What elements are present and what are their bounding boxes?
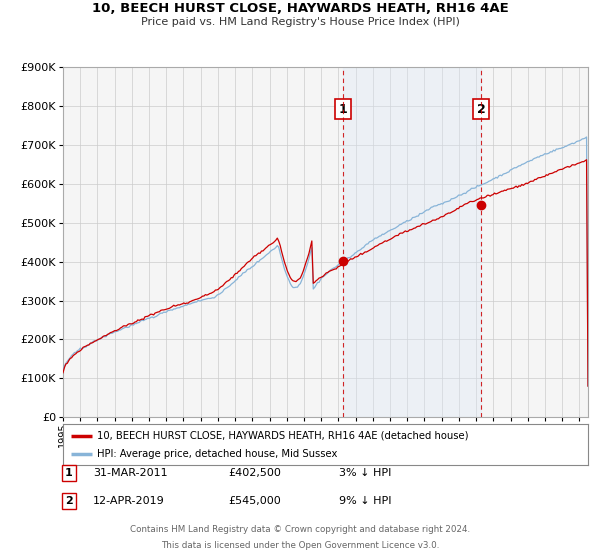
Text: 2: 2 bbox=[65, 496, 73, 506]
Text: 1: 1 bbox=[338, 102, 347, 116]
Text: 3% ↓ HPI: 3% ↓ HPI bbox=[339, 468, 391, 478]
Text: 10, BEECH HURST CLOSE, HAYWARDS HEATH, RH16 4AE: 10, BEECH HURST CLOSE, HAYWARDS HEATH, R… bbox=[92, 2, 508, 15]
Text: 1: 1 bbox=[65, 468, 73, 478]
Text: £402,500: £402,500 bbox=[228, 468, 281, 478]
Text: HPI: Average price, detached house, Mid Sussex: HPI: Average price, detached house, Mid … bbox=[97, 449, 337, 459]
Text: Price paid vs. HM Land Registry's House Price Index (HPI): Price paid vs. HM Land Registry's House … bbox=[140, 17, 460, 27]
Bar bbox=[343, 67, 481, 417]
Text: 31-MAR-2011: 31-MAR-2011 bbox=[93, 468, 167, 478]
Text: £545,000: £545,000 bbox=[228, 496, 281, 506]
Text: 10, BEECH HURST CLOSE, HAYWARDS HEATH, RH16 4AE (detached house): 10, BEECH HURST CLOSE, HAYWARDS HEATH, R… bbox=[97, 431, 469, 441]
Text: 2: 2 bbox=[476, 102, 485, 116]
Text: This data is licensed under the Open Government Licence v3.0.: This data is licensed under the Open Gov… bbox=[161, 542, 439, 550]
Text: 12-APR-2019: 12-APR-2019 bbox=[93, 496, 165, 506]
Text: 9% ↓ HPI: 9% ↓ HPI bbox=[339, 496, 391, 506]
Text: Contains HM Land Registry data © Crown copyright and database right 2024.: Contains HM Land Registry data © Crown c… bbox=[130, 525, 470, 534]
